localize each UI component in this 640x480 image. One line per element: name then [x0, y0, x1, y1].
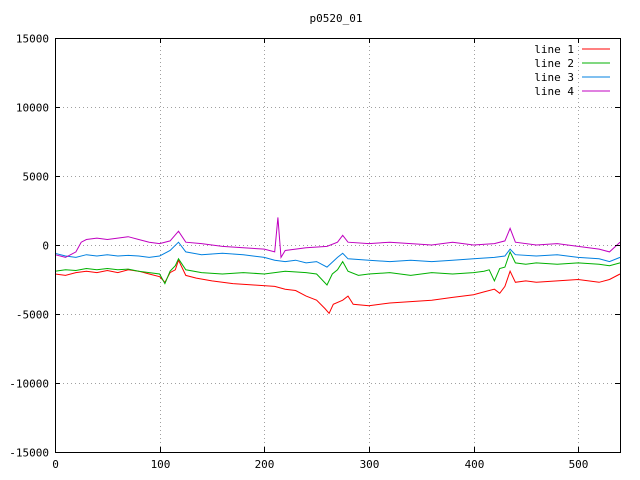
y-tick-label: 10000: [16, 102, 49, 115]
series-line-4: [54, 217, 621, 259]
y-tick-label: -15000: [9, 447, 49, 460]
y-tick-label: 0: [42, 240, 49, 253]
x-tick-label: 100: [151, 458, 171, 471]
y-tick-label: -10000: [9, 378, 49, 391]
legend-label: line 3: [534, 71, 574, 84]
series-group: [54, 217, 621, 315]
x-tick-label: 200: [255, 458, 275, 471]
series-line-3: [54, 241, 621, 268]
legend-label: line 1: [534, 43, 574, 56]
legend-label: line 4: [534, 85, 574, 98]
y-tick-label: 15000: [16, 33, 49, 46]
axis-ticks: 0 100 200 300 400 500 -15000 -10000 -5000 0 5000 10…: [9, 33, 620, 471]
y-tick-label: -5000: [16, 309, 49, 322]
chart-title: p0520_01: [310, 12, 363, 25]
legend-label: line 2: [534, 57, 574, 70]
y-tick-label: 5000: [23, 171, 50, 184]
x-tick-label: 400: [465, 458, 485, 471]
grid: [55, 38, 620, 452]
series-line-2: [54, 250, 621, 286]
x-tick-label: 300: [360, 458, 380, 471]
x-tick-label: 0: [52, 458, 59, 471]
x-tick-label: 500: [569, 458, 589, 471]
